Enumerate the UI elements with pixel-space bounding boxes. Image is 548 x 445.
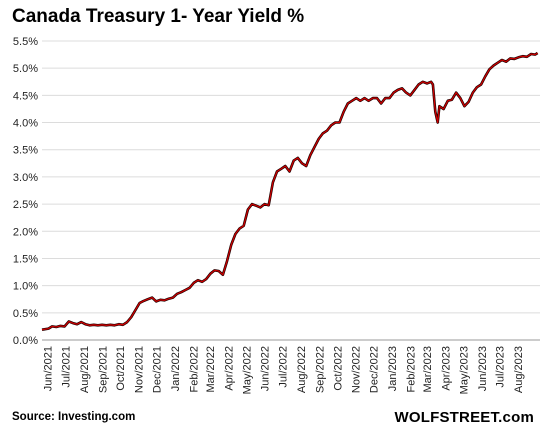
- x-tick-label: Nov/2022: [351, 346, 363, 393]
- brand-mark: WOLFSTREET.com: [394, 409, 534, 426]
- y-tick-label: 5.0%: [13, 63, 38, 75]
- y-tick-label: 1.5%: [13, 253, 38, 265]
- x-tick-label: Feb/2023: [405, 346, 417, 392]
- y-tick-label: 2.0%: [13, 226, 38, 238]
- x-tick-label: Sep/2021: [97, 346, 109, 393]
- x-tick-label: Oct/2022: [332, 346, 344, 391]
- x-tick-label: Apr/2022: [223, 346, 235, 391]
- x-tick-label: Dec/2022: [369, 346, 381, 393]
- x-tick-label: Jul/2022: [278, 346, 290, 388]
- x-tick-label: Sep/2022: [314, 346, 326, 393]
- y-axis-ticks: 0.0% 0.5% 1.0% 1.5% 2.0% 2.5% 3.0% 3.5% 4.0% 4.5%…: [13, 36, 38, 347]
- series-layer: [41, 51, 539, 331]
- x-tick-label: May/2023: [458, 346, 470, 394]
- y-tick-label: 5.5%: [13, 36, 38, 48]
- x-tick-label: Aug/2022: [296, 346, 308, 393]
- x-tick-label: Jul/2021: [60, 346, 72, 388]
- y-tick-label: 0.5%: [13, 308, 38, 320]
- source-note: Source: Investing.com: [12, 411, 136, 423]
- gridlines: [42, 40, 540, 341]
- x-tick-label: May/2022: [241, 346, 253, 394]
- x-tick-label: Jan/2022: [170, 346, 182, 391]
- x-tick-label: Nov/2021: [134, 346, 146, 393]
- x-tick-label: Oct/2021: [115, 346, 127, 391]
- x-tick-label: Jun/2023: [477, 346, 489, 391]
- x-tick-label: Dec/2021: [151, 346, 163, 393]
- y-tick-label: 4.5%: [13, 90, 38, 102]
- y-tick-label: 2.5%: [13, 199, 38, 211]
- y-tick-label: 0.0%: [13, 335, 38, 347]
- x-tick-label: Aug/2023: [513, 346, 525, 393]
- x-tick-label: Feb/2022: [188, 346, 200, 392]
- y-tick-label: 3.0%: [13, 172, 38, 184]
- series-line: [41, 52, 538, 331]
- x-tick-label: Aug/2021: [79, 346, 91, 393]
- y-tick-label: 3.5%: [13, 145, 38, 157]
- x-tick-label: Jun/2021: [43, 346, 55, 391]
- x-tick-label: Mar/2022: [205, 346, 217, 392]
- x-axis-ticks: Jun/2021 Jul/2021 Aug/2021 Sep/2021 Oct/2021…: [43, 346, 526, 394]
- x-tick-label: Apr/2023: [441, 346, 453, 391]
- y-tick-label: 4.0%: [13, 118, 38, 130]
- series-line-shadow: [41, 51, 539, 331]
- x-tick-label: Mar/2023: [422, 346, 434, 392]
- y-tick-label: 1.0%: [13, 281, 38, 293]
- x-tick-label: Jul/2023: [495, 346, 507, 388]
- x-tick-label: Jun/2022: [260, 346, 272, 391]
- x-tick-label: Jan/2023: [387, 346, 399, 391]
- chart-title: Canada Treasury 1- Year Yield %: [12, 6, 305, 27]
